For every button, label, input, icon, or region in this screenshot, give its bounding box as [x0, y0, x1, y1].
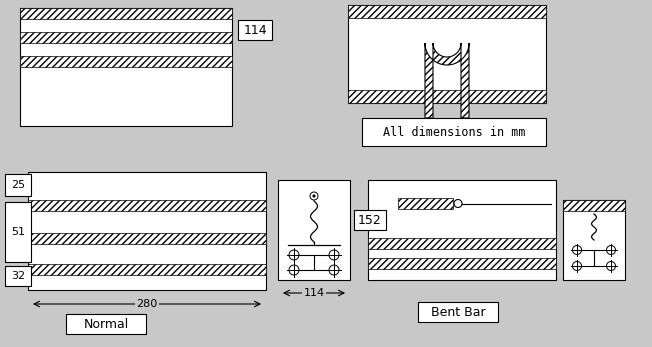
Circle shape	[572, 262, 582, 271]
Bar	[20, 8, 232, 126]
Text: 114: 114	[243, 24, 267, 36]
Circle shape	[572, 245, 582, 254]
Text: Bent Bar: Bent Bar	[431, 305, 485, 319]
Bar	[563, 200, 625, 280]
Bar	[66, 314, 146, 334]
Bar	[398, 198, 453, 209]
Text: 25: 25	[11, 180, 25, 190]
Bar	[5, 266, 31, 286]
Circle shape	[289, 250, 299, 260]
Bar	[368, 258, 556, 269]
Text: 114: 114	[303, 288, 325, 298]
Text: 51: 51	[11, 227, 25, 237]
Circle shape	[329, 265, 339, 275]
Bar	[28, 264, 266, 275]
Bar	[238, 20, 272, 40]
Bar	[20, 32, 232, 43]
Text: 32: 32	[11, 271, 25, 281]
Circle shape	[606, 245, 615, 254]
Circle shape	[606, 262, 615, 271]
Text: All dimensions in mm: All dimensions in mm	[383, 126, 526, 138]
Circle shape	[329, 250, 339, 260]
Bar	[5, 174, 31, 196]
Bar	[20, 8, 232, 19]
Circle shape	[454, 200, 462, 208]
Bar	[348, 5, 546, 103]
Bar	[362, 118, 546, 146]
Circle shape	[313, 195, 315, 197]
Bar	[348, 90, 546, 103]
Text: 280: 280	[136, 299, 158, 309]
Bar	[368, 238, 556, 249]
Bar	[354, 210, 386, 230]
Text: Normal: Normal	[83, 318, 128, 330]
Text: 152: 152	[358, 213, 382, 227]
Bar	[278, 180, 350, 280]
Bar	[348, 5, 546, 18]
Bar	[5, 202, 31, 262]
Bar	[28, 200, 266, 211]
Bar	[368, 180, 556, 280]
Polygon shape	[425, 43, 469, 118]
Bar	[418, 302, 498, 322]
Circle shape	[310, 192, 318, 200]
Bar	[563, 200, 625, 211]
Bar	[28, 233, 266, 244]
Bar	[20, 56, 232, 67]
Circle shape	[289, 265, 299, 275]
Bar	[28, 172, 266, 290]
